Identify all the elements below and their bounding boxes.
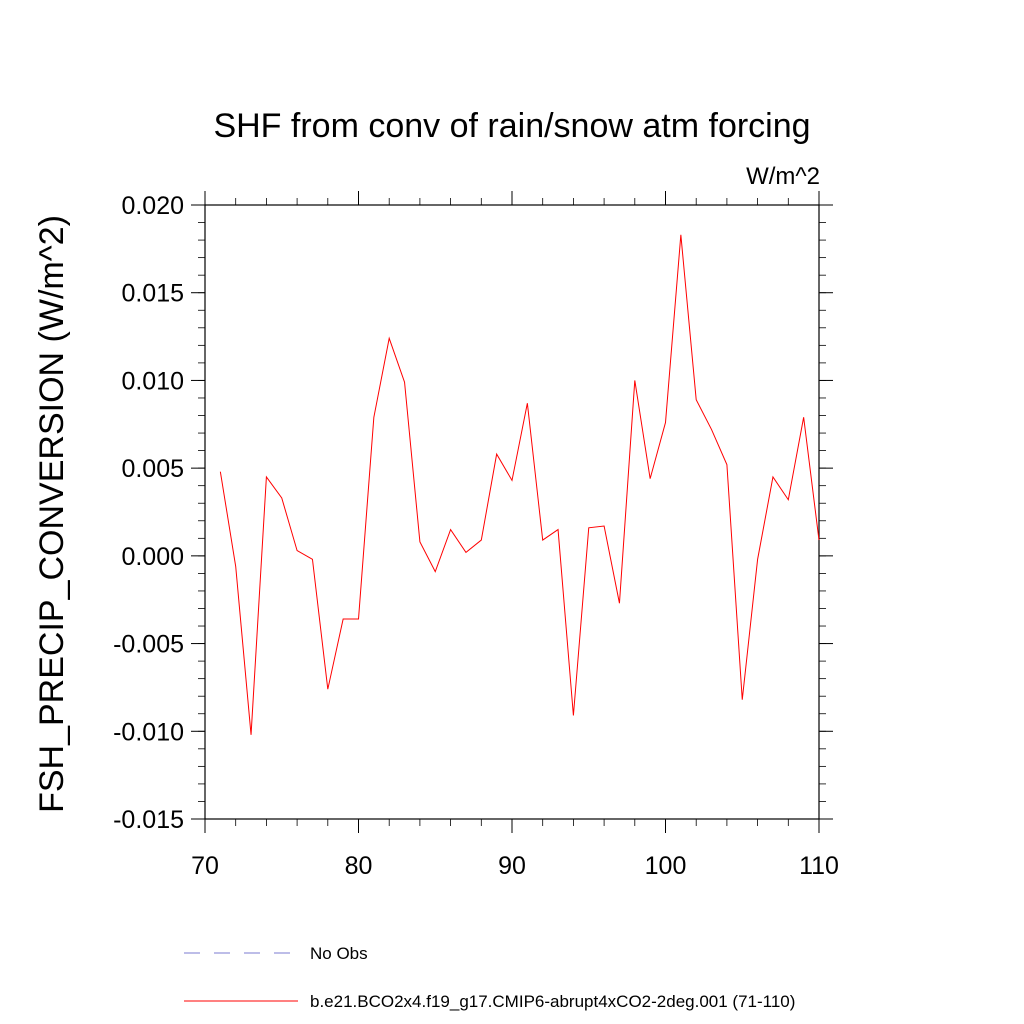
y-tick-label: 0.015 xyxy=(121,280,184,308)
x-tick-label: 80 xyxy=(345,852,373,880)
legend-label-no-obs: No Obs xyxy=(310,944,368,963)
x-tick-labels: 70 80 90 100 110 xyxy=(191,852,839,880)
y-tick-label: 0.005 xyxy=(121,455,184,483)
x-tick-label: 90 xyxy=(498,852,526,880)
y-tick-label: 0.010 xyxy=(121,367,184,395)
y-tick-label: 0.000 xyxy=(121,543,184,571)
legend-label-model: b.e21.BCO2x4.f19_g17.CMIP6-abrupt4xCO2-2… xyxy=(310,992,795,1011)
axis-ticks xyxy=(191,191,833,833)
y-tick-label: 0.020 xyxy=(121,192,184,220)
x-tick-label: 70 xyxy=(191,852,219,880)
units-label: W/m^2 xyxy=(746,163,820,190)
x-tick-label: 100 xyxy=(645,852,687,880)
y-tick-label: -0.005 xyxy=(113,631,184,659)
y-tick-label: -0.015 xyxy=(113,806,184,834)
chart-title: SHF from conv of rain/snow atm forcing xyxy=(213,107,810,145)
y-tick-label: -0.010 xyxy=(113,718,184,746)
y-tick-labels: -0.015 -0.010 -0.005 0.000 0.005 0.010 0.015 0.… xyxy=(113,192,184,834)
legend: No Obs b.e21.BCO2x4.f19_g17.CMIP6-abrupt… xyxy=(184,944,795,1011)
y-axis-label: FSH_PRECIP_CONVERSION (W/m^2) xyxy=(33,215,71,813)
series-line xyxy=(219,234,820,735)
plot-frame xyxy=(204,204,820,820)
x-tick-label: 110 xyxy=(799,852,839,880)
